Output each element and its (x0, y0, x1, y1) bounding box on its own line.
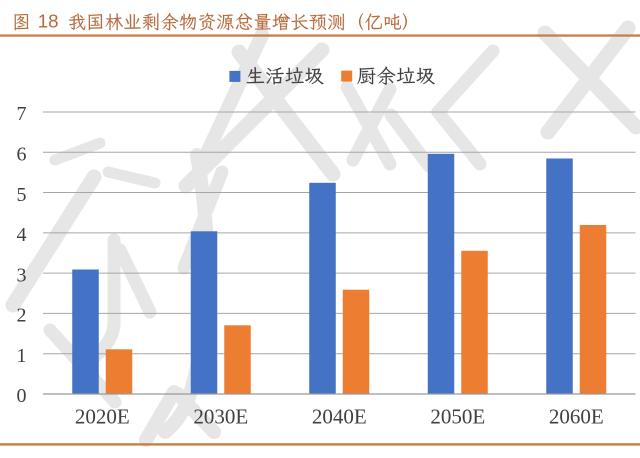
svg-text:2020E: 2020E (75, 405, 130, 429)
svg-text:7: 7 (17, 103, 27, 125)
svg-text:2060E: 2060E (549, 405, 604, 429)
svg-text:5: 5 (17, 184, 27, 206)
svg-text:2: 2 (17, 305, 27, 327)
svg-text:2050E: 2050E (430, 405, 485, 429)
svg-text:6: 6 (17, 143, 27, 165)
svg-text:18: 18 (38, 11, 59, 32)
svg-text:0: 0 (17, 385, 27, 407)
svg-text:3: 3 (17, 264, 27, 286)
svg-text:2030E: 2030E (193, 405, 248, 429)
svg-text:4: 4 (17, 224, 27, 246)
svg-text:1: 1 (17, 345, 27, 367)
svg-text:2040E: 2040E (312, 405, 367, 429)
